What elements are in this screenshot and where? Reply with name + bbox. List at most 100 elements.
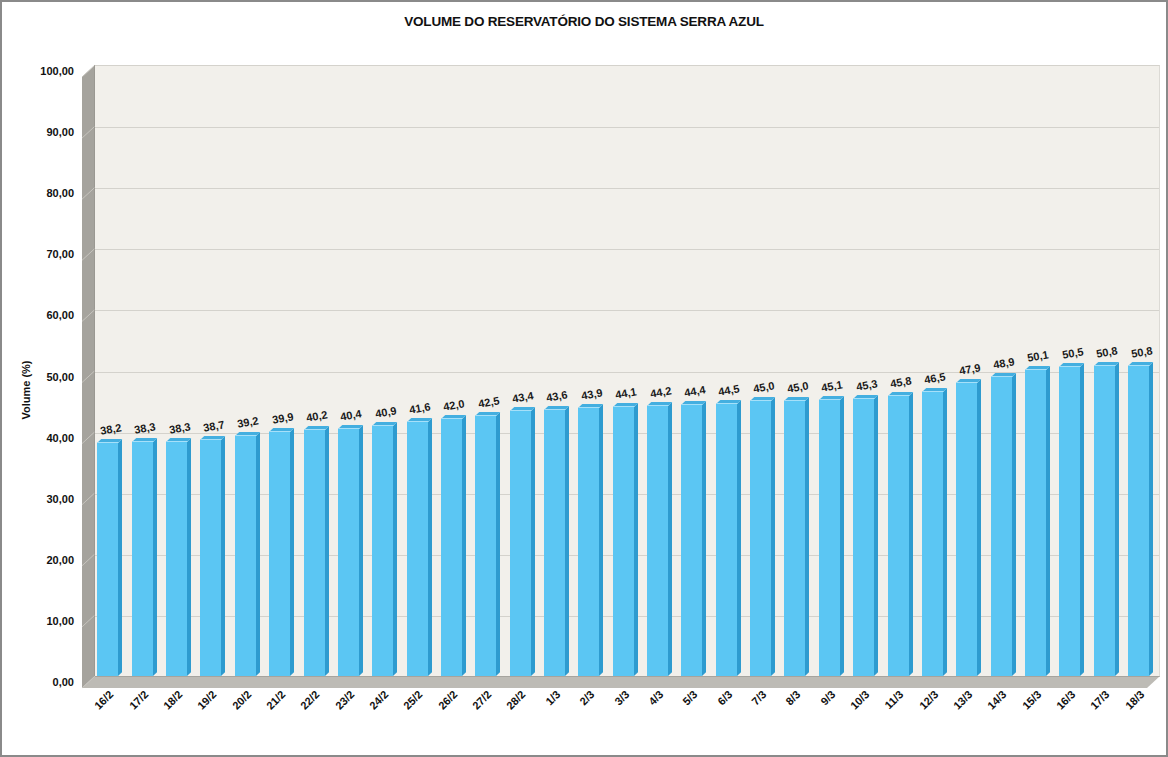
bar-top-face [716, 400, 741, 404]
bar-top-face [407, 418, 432, 422]
gridline [95, 249, 1159, 250]
wall-gridline [82, 676, 95, 688]
bar-side-face [909, 392, 913, 676]
bar [750, 401, 771, 676]
bar [1128, 366, 1149, 676]
bar [1059, 367, 1080, 676]
bar [544, 410, 565, 676]
y-tick-label: 0,00 [2, 675, 74, 689]
bar-side-face [187, 438, 191, 676]
bar [338, 429, 359, 676]
wall-gridline [82, 371, 95, 383]
y-tick-label: 20,00 [2, 553, 74, 567]
bar-side-face [462, 415, 466, 676]
bar [132, 442, 153, 676]
bar [441, 419, 462, 676]
bar-side-face [874, 395, 878, 676]
bar [853, 399, 874, 676]
bar-side-face [1149, 362, 1153, 676]
bar [166, 442, 187, 676]
side-wall [82, 65, 95, 688]
bar-top-face [1128, 362, 1153, 366]
bar-top-face [97, 439, 122, 443]
wall-gridline [82, 554, 95, 566]
gridline [95, 127, 1159, 128]
wall-gridline [82, 187, 95, 199]
bar-side-face [325, 426, 329, 676]
wall-gridline [82, 615, 95, 627]
bar-side-face [153, 438, 157, 676]
bar [922, 392, 943, 676]
gridline [95, 188, 1159, 189]
y-tick-label: 100,00 [2, 64, 74, 78]
bar [97, 443, 118, 676]
bar-side-face [118, 439, 122, 676]
bar-side-face [359, 425, 363, 676]
bar-top-face [338, 425, 363, 429]
bar [510, 411, 531, 676]
bar [647, 406, 668, 676]
bar-side-face [943, 388, 947, 676]
bar-top-face [304, 426, 329, 430]
bar-side-face [702, 401, 706, 676]
bar [888, 396, 909, 676]
wall-gridline [82, 248, 95, 260]
bar-side-face [531, 407, 535, 676]
bar-top-face [578, 404, 603, 408]
bar-top-face [681, 401, 706, 405]
bar [716, 404, 737, 676]
bar [1094, 366, 1115, 676]
bar [613, 407, 634, 676]
bar [819, 400, 840, 676]
bar-top-face [888, 392, 913, 396]
bar-top-face [613, 403, 638, 407]
bar [200, 440, 221, 676]
y-tick-label: 90,00 [2, 125, 74, 139]
bar-side-face [221, 436, 225, 676]
y-tick-label: 80,00 [2, 186, 74, 200]
y-tick-label: 40,00 [2, 431, 74, 445]
chart-frame: VOLUME DO RESERVATÓRIO DO SISTEMA SERRA … [0, 0, 1168, 757]
floor [82, 676, 1160, 688]
bar-side-face [977, 379, 981, 676]
y-tick-label: 70,00 [2, 247, 74, 261]
wall-gridline [82, 126, 95, 138]
bar-side-face [737, 400, 741, 676]
bar-side-face [1080, 363, 1084, 676]
y-tick-label: 60,00 [2, 308, 74, 322]
bar [991, 377, 1012, 676]
bar-top-face [1025, 366, 1050, 370]
bar-top-face [922, 388, 947, 392]
bar [407, 422, 428, 676]
wall-gridline [82, 493, 95, 505]
bar-side-face [496, 412, 500, 676]
bar-top-face [510, 407, 535, 411]
bar [475, 416, 496, 676]
bar-side-face [290, 428, 294, 676]
bar-side-face [565, 406, 569, 676]
bar [304, 430, 325, 676]
bar-top-face [647, 402, 672, 406]
bar [1025, 370, 1046, 676]
bar [269, 432, 290, 676]
y-tick-label: 30,00 [2, 492, 74, 506]
bar [372, 426, 393, 676]
bar-side-face [393, 422, 397, 676]
y-tick-label: 10,00 [2, 614, 74, 628]
bar-top-face [132, 438, 157, 442]
bar-top-face [166, 438, 191, 442]
bar-top-face [991, 373, 1016, 377]
bar-side-face [1115, 362, 1119, 676]
wall-gridline [82, 65, 95, 77]
bar [578, 408, 599, 676]
wall-gridline [82, 309, 95, 321]
bar-top-face [200, 436, 225, 440]
bar-side-face [771, 397, 775, 676]
bar [784, 401, 805, 676]
gridline [95, 310, 1159, 311]
bar-side-face [428, 418, 432, 676]
bar-top-face [544, 406, 569, 410]
y-tick-label: 50,00 [2, 370, 74, 384]
bar [956, 383, 977, 676]
bar-side-face [1012, 373, 1016, 676]
